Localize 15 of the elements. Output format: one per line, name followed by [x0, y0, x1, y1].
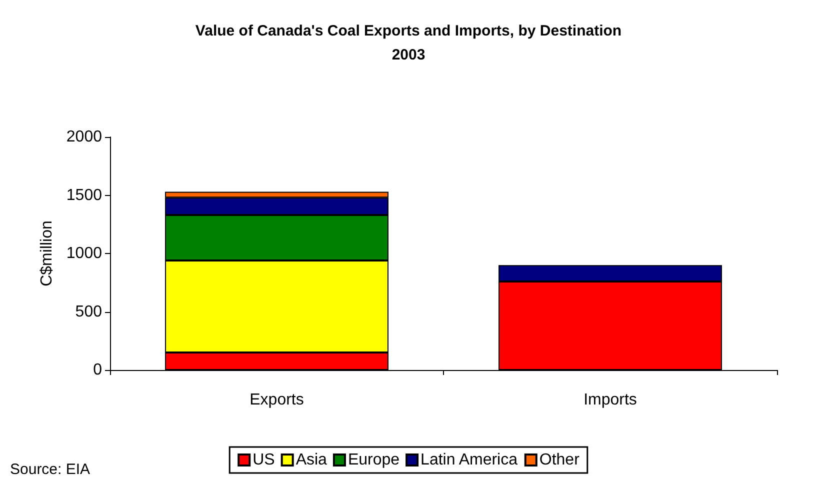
- x-tick-label: Exports: [250, 392, 304, 408]
- legend-label: US: [252, 452, 275, 468]
- legend-label: Latin America: [420, 452, 518, 468]
- y-tick-label: 0: [93, 362, 102, 378]
- y-tick-label: 1500: [66, 186, 102, 204]
- y-axis-title: C$million: [38, 220, 56, 286]
- y-tick-label: 2000: [66, 128, 102, 146]
- y-tick-label: 500: [75, 303, 102, 320]
- x-tick-label: Imports: [584, 392, 637, 408]
- source-note: Source: EIA: [10, 461, 90, 478]
- legend-label: Asia: [296, 452, 328, 468]
- legend-label: Europe: [348, 452, 400, 468]
- chart-title: Value of Canada's Coal Exports and Imports, by Destination 2003: [195, 22, 622, 64]
- y-tick-label: 1000: [66, 245, 102, 262]
- legend-label: Other: [539, 452, 580, 468]
